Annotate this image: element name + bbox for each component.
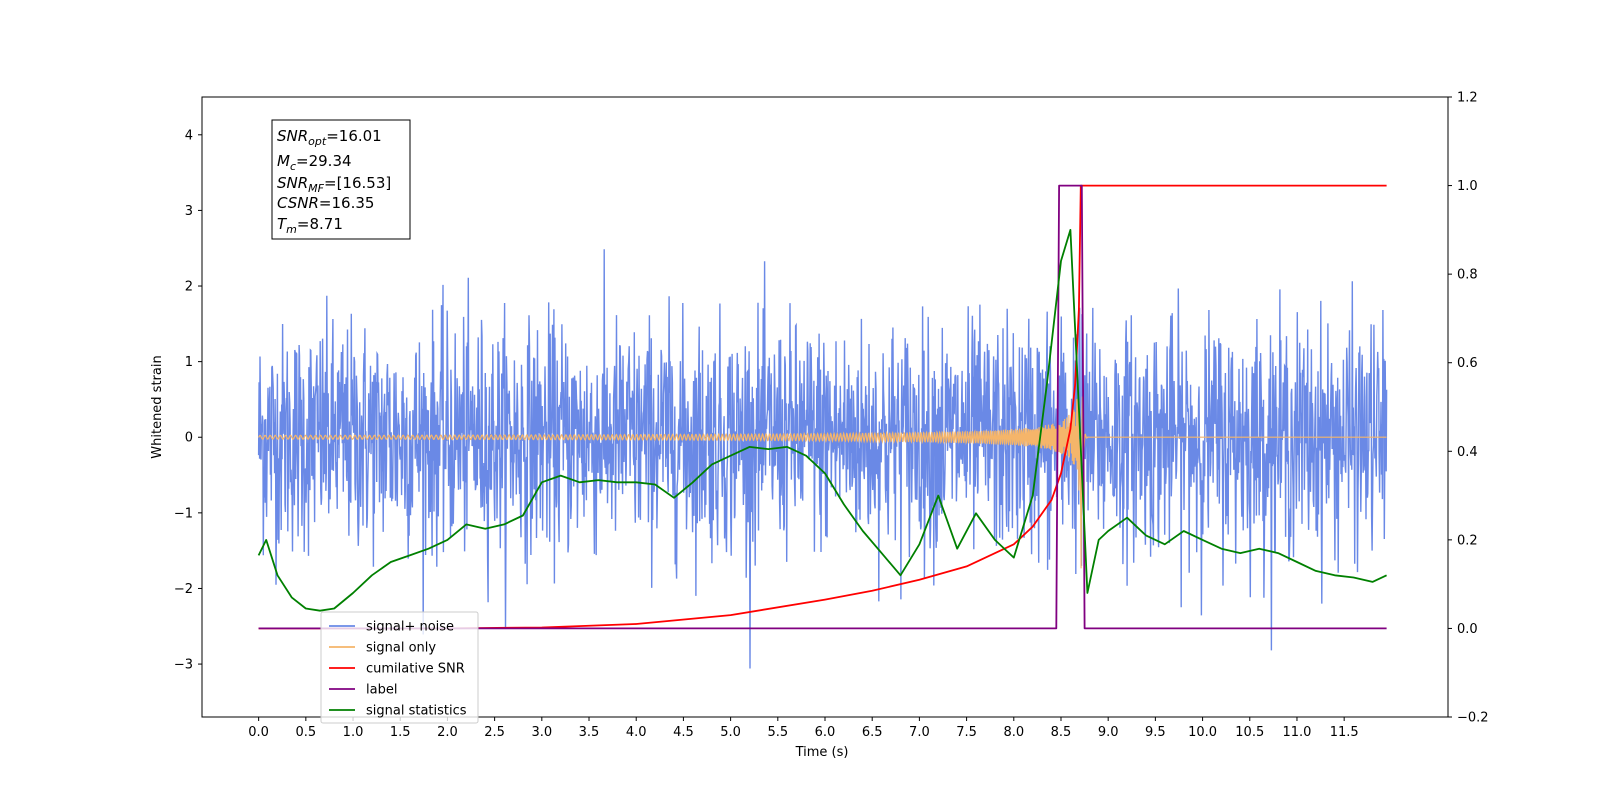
legend-label: signal+ noise — [366, 620, 454, 635]
x-tick-label: 11.5 — [1330, 725, 1359, 740]
legend: signal+ noise signal only cumilative SNR la… — [320, 611, 479, 724]
y2-tick-label: 0.4 — [1457, 445, 1478, 460]
y2-tick-label: 0.0 — [1457, 622, 1478, 637]
y-tick-label: −2 — [174, 582, 193, 597]
x-tick-label: 0.0 — [248, 725, 269, 740]
legend-label: signal statistics — [366, 704, 467, 719]
x-tick-label: 4.5 — [673, 725, 694, 740]
x-tick-label: 1.0 — [343, 725, 364, 740]
series-signal-only — [258, 392, 1387, 569]
stats-box-frame — [271, 119, 411, 240]
y-tick-label: 0 — [185, 431, 193, 446]
series-layer — [257, 184, 1388, 669]
y-tick-label: −1 — [174, 506, 193, 521]
series-label — [258, 184, 1387, 630]
y-axis-label: Whitened strain — [150, 355, 165, 458]
x-axis: 0.0 0.5 1.0 1.5 2.0 2.5 3.0 3.5 4.0 4.5 5.0 5.5 6.0 6… — [248, 717, 1359, 740]
stat-tm: Tm=8.71 — [277, 215, 343, 236]
x-tick-label: 8.0 — [1003, 725, 1024, 740]
x-tick-label: 10.0 — [1188, 725, 1217, 740]
y2-tick-label: 0.8 — [1457, 268, 1478, 283]
y2-tick-label: 1.0 — [1457, 179, 1478, 194]
x-tick-label: 3.5 — [579, 725, 600, 740]
series-signal-noise — [257, 249, 1388, 669]
stat-snr-mf: SNRMF=[16.53] — [277, 174, 391, 195]
x-tick-label: 5.0 — [720, 725, 741, 740]
x-tick-label: 2.5 — [484, 725, 505, 740]
x-tick-label: 7.5 — [956, 725, 977, 740]
stat-snr-opt: SNRopt=16.01 — [277, 127, 382, 148]
x-tick-label: 6.5 — [862, 725, 883, 740]
legend-label: label — [366, 683, 397, 698]
y2-tick-label: 0.6 — [1457, 356, 1478, 371]
y-tick-label: 4 — [185, 128, 193, 143]
x-tick-label: 10.5 — [1235, 725, 1264, 740]
x-tick-label: 6.0 — [815, 725, 836, 740]
legend-frame — [320, 611, 479, 724]
y2-tick-label: 0.2 — [1457, 533, 1478, 548]
x-axis-label: Time (s) — [795, 745, 849, 760]
y-axis-left: 4 3 2 1 0 −1 −2 −3 — [174, 128, 202, 673]
y-tick-label: 1 — [185, 355, 193, 370]
y-tick-label: −3 — [174, 658, 193, 673]
y-tick-label: 3 — [185, 204, 193, 219]
x-tick-label: 3.0 — [531, 725, 552, 740]
y2-tick-label: 1.2 — [1457, 91, 1478, 106]
series-signal-statistics — [257, 229, 1387, 612]
legend-label: cumilative SNR — [366, 662, 465, 677]
y2-tick-label: −0.2 — [1457, 711, 1489, 726]
x-tick-label: 4.0 — [626, 725, 647, 740]
x-tick-label: 1.5 — [390, 725, 411, 740]
x-tick-label: 8.5 — [1051, 725, 1072, 740]
x-tick-label: 0.5 — [295, 725, 316, 740]
stat-csnr: CSNR=16.35 — [277, 194, 374, 212]
y-tick-label: 2 — [185, 280, 193, 295]
stat-mc: Mc=29.34 — [277, 152, 352, 173]
y-axis-right: 1.2 1.0 0.8 0.6 0.4 0.2 0.0 −0.2 — [1448, 91, 1489, 726]
x-tick-label: 11.0 — [1282, 725, 1311, 740]
legend-label: signal only — [366, 641, 436, 656]
x-tick-label: 9.5 — [1145, 725, 1166, 740]
x-tick-label: 2.0 — [437, 725, 458, 740]
x-tick-label: 7.0 — [909, 725, 930, 740]
stats-box: SNRopt=16.01 Mc=29.34 SNRMF=[16.53] CSNR… — [271, 119, 411, 240]
x-tick-label: 9.0 — [1098, 725, 1119, 740]
x-tick-label: 5.5 — [767, 725, 788, 740]
